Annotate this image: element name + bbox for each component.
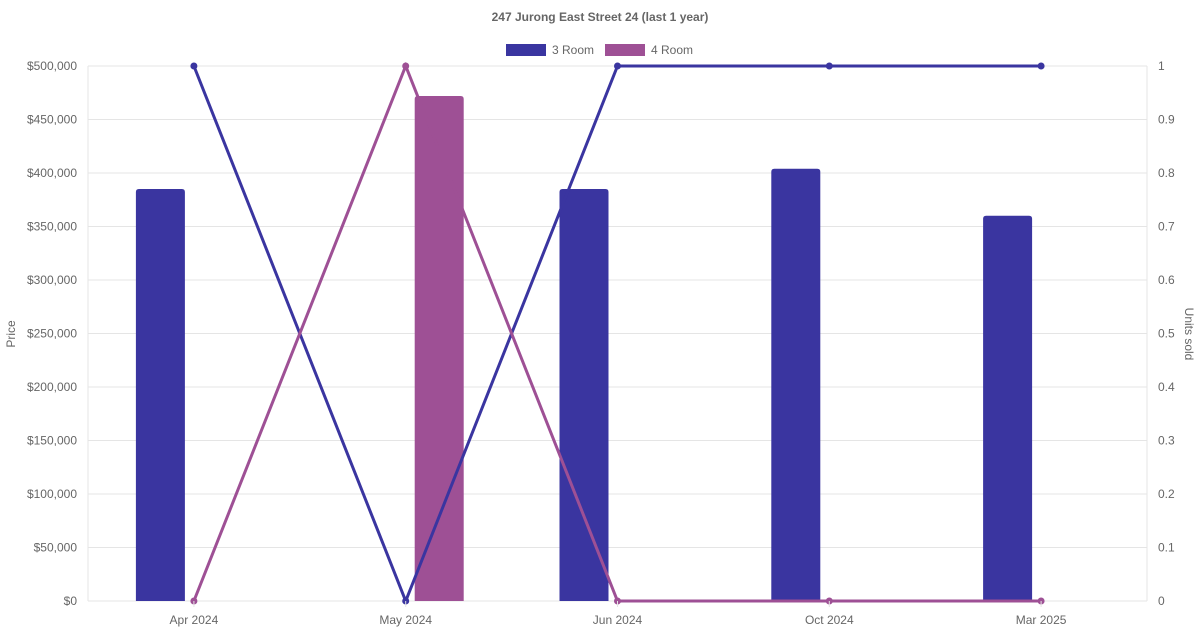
y-tick-right-label: 0.1 [1158, 541, 1175, 555]
point-3-room-units-sold[interactable] [1037, 62, 1045, 70]
y-tick-left-label: $500,000 [27, 59, 77, 73]
y-tick-left-label: $400,000 [27, 166, 77, 180]
bar-4-room[interactable] [414, 95, 464, 602]
y-tick-left-label: $450,000 [27, 113, 77, 127]
y-tick-right-label: 0.7 [1158, 220, 1175, 234]
y-tick-left-label: $50,000 [34, 541, 78, 555]
y-tick-right-label: 0.4 [1158, 380, 1175, 394]
y-tick-left-label: $150,000 [27, 434, 77, 448]
x-tick-label: Mar 2025 [1016, 613, 1067, 627]
bar-3-room[interactable] [135, 189, 185, 602]
legend-swatch-3-room [506, 44, 546, 56]
y-tick-left-label: $200,000 [27, 380, 77, 394]
point-3-room-units-sold[interactable] [190, 62, 198, 70]
y-tick-left-label: $300,000 [27, 273, 77, 287]
y-axis-right-title: Units sold [1182, 308, 1196, 361]
bar-3-room[interactable] [559, 189, 609, 602]
legend-label-3-room: 3 Room [552, 43, 594, 57]
x-tick-label: Oct 2024 [805, 613, 854, 627]
chart-title: 247 Jurong East Street 24 (last 1 year) [492, 10, 709, 24]
y-tick-right-label: 0.6 [1158, 273, 1175, 287]
point-3-room-units-sold[interactable] [614, 62, 621, 70]
grid-layer [87, 65, 1148, 602]
y-tick-right-label: 0.3 [1158, 434, 1175, 448]
axis-layer: $0 0 $50,000 0.1 $100,000 0.2 $150,000 0.3 $200,… [27, 59, 1175, 627]
x-tick-label: Jun 2024 [593, 613, 643, 627]
point-4-room-units-sold[interactable] [402, 62, 410, 70]
y-tick-left-label: $350,000 [27, 220, 77, 234]
y-tick-right-label: 0.2 [1158, 487, 1175, 501]
x-tick-label: May 2024 [379, 613, 432, 627]
point-3-room-units-sold[interactable] [825, 62, 833, 70]
bar-3-room[interactable] [983, 215, 1033, 602]
x-tick-label: Apr 2024 [170, 613, 219, 627]
y-tick-right-label: 1 [1158, 59, 1165, 73]
legend[interactable]: 3 Room 4 Room [506, 43, 693, 57]
y-tick-right-label: 0.5 [1158, 327, 1175, 341]
legend-swatch-4-room [605, 44, 645, 56]
y-tick-left-label: $100,000 [27, 487, 77, 501]
y-tick-right-label: 0.8 [1158, 166, 1175, 180]
y-axis-left-title: Price [4, 320, 18, 348]
y-tick-left-label: $250,000 [27, 327, 77, 341]
bar-layer [135, 95, 1033, 602]
y-tick-right-label: 0 [1158, 594, 1165, 608]
y-tick-right-label: 0.9 [1158, 113, 1175, 127]
legend-label-4-room: 4 Room [651, 43, 693, 57]
bar-3-room[interactable] [771, 168, 821, 601]
y-tick-left-label: $0 [64, 594, 78, 608]
